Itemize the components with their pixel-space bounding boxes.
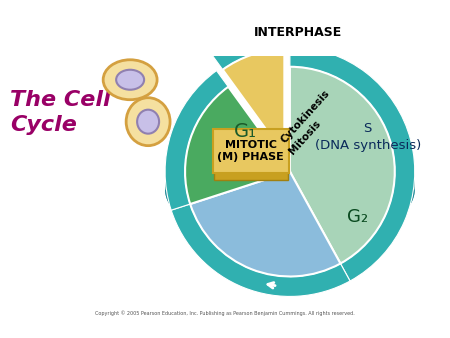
Polygon shape xyxy=(165,172,415,246)
Wedge shape xyxy=(171,204,350,296)
Polygon shape xyxy=(165,190,415,246)
Wedge shape xyxy=(290,67,395,264)
Text: Mitosis: Mitosis xyxy=(288,119,323,156)
Ellipse shape xyxy=(116,70,144,90)
Ellipse shape xyxy=(137,110,159,134)
FancyBboxPatch shape xyxy=(214,170,288,180)
Text: S
(DNA synthesis): S (DNA synthesis) xyxy=(315,122,421,152)
FancyBboxPatch shape xyxy=(213,129,289,173)
Wedge shape xyxy=(223,50,284,154)
Wedge shape xyxy=(190,172,341,276)
Text: Cycle: Cycle xyxy=(10,115,77,135)
Text: Chapter 12: Chapter 12 xyxy=(18,15,182,41)
Wedge shape xyxy=(290,47,415,281)
Text: The Cell: The Cell xyxy=(10,90,111,110)
Wedge shape xyxy=(211,30,284,70)
Text: Cytokinesis: Cytokinesis xyxy=(279,88,332,145)
Text: Copyright © 2005 Pearson Education, Inc. Publishing as Pearson Benjamin Cummings: Copyright © 2005 Pearson Education, Inc.… xyxy=(95,311,355,316)
Ellipse shape xyxy=(103,60,157,100)
Wedge shape xyxy=(185,87,290,204)
Polygon shape xyxy=(290,172,395,237)
Text: G₁: G₁ xyxy=(234,122,256,141)
Text: G₂: G₂ xyxy=(347,208,369,225)
Text: MITOTIC
(M) PHASE: MITOTIC (M) PHASE xyxy=(217,140,284,162)
Ellipse shape xyxy=(126,98,170,146)
Wedge shape xyxy=(165,71,228,210)
Text: INTERPHASE: INTERPHASE xyxy=(254,26,342,39)
